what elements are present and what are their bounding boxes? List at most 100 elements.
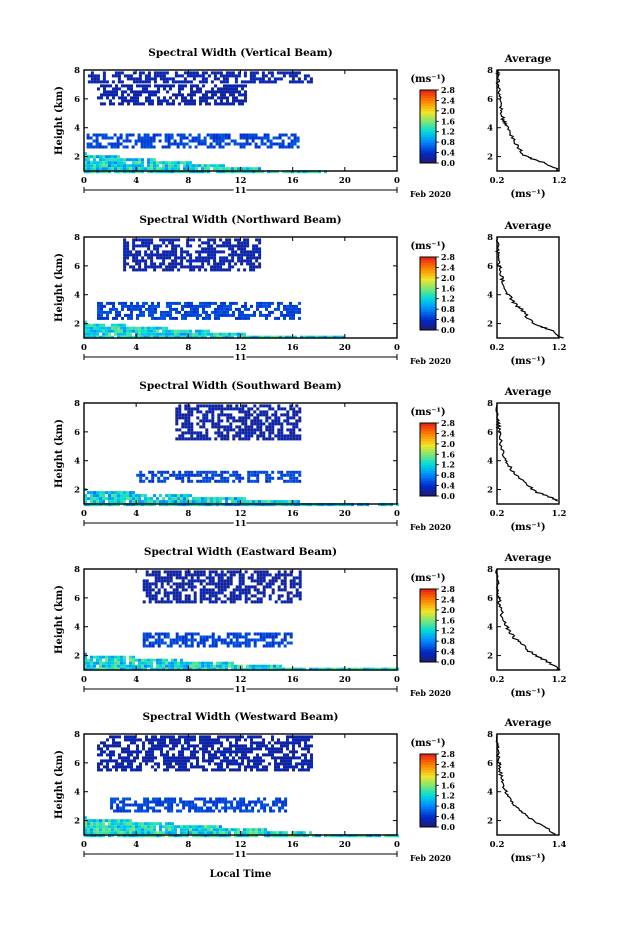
heatmap-cell: [117, 326, 120, 330]
heatmap-cell: [116, 139, 120, 143]
heatmap-cell: [220, 762, 223, 766]
heatmap-cell: [271, 750, 274, 754]
heatmap-cell: [256, 753, 259, 757]
heatmap-cell: [229, 90, 232, 94]
heatmap-cell: [210, 71, 214, 75]
heatmap-cell: [214, 591, 218, 595]
heatmap-cell: [210, 661, 213, 665]
heatmap-cell: [226, 585, 230, 589]
heatmap-cell: [181, 635, 185, 639]
heatmap-cell: [229, 632, 233, 636]
heatmap-cell: [175, 762, 178, 766]
colorbar-tick-label: 2.8: [441, 584, 455, 594]
heatmap-cell: [234, 500, 237, 504]
heatmap-cell: [255, 167, 258, 171]
heatmap-cell: [259, 470, 263, 474]
heatmap-cell: [271, 437, 275, 441]
heatmap-cell: [102, 167, 105, 171]
heatmap-cell: [111, 155, 114, 159]
heatmap-cell: [110, 800, 114, 804]
heatmap-cell: [249, 664, 252, 668]
heatmap-cell: [250, 313, 253, 317]
heatmap-cell: [247, 316, 250, 320]
heatmap-cell: [123, 164, 126, 168]
heatmap-cell: [114, 161, 117, 165]
heatmap-cell: [190, 473, 194, 477]
heatmap-cell: [189, 244, 193, 248]
colorbar: 0.00.40.81.21.62.02.42.8: [419, 749, 455, 832]
heatmap-cell: [96, 831, 99, 835]
heatmap-cell: [181, 735, 184, 739]
heatmap-cell: [187, 102, 190, 106]
heatmap-cell: [220, 310, 223, 314]
heatmap-cell: [218, 809, 222, 813]
heatmap-cell: [165, 256, 169, 260]
heatmap-cell: [304, 756, 307, 760]
heatmap-cell: [238, 310, 241, 314]
heatmap-cell: [193, 765, 196, 769]
heatmap-cell: [84, 500, 87, 504]
heatmap-cell: [213, 238, 217, 242]
heatmap-cell: [147, 167, 150, 171]
heatmap-cell: [87, 332, 90, 336]
heatmap-cell: [165, 77, 169, 81]
heatmap-cell: [172, 597, 176, 601]
heatmap-cell: [100, 313, 103, 317]
average-y-tick-label: 2: [487, 153, 493, 163]
heatmap-cell: [214, 473, 218, 477]
heatmap-cell: [271, 632, 275, 636]
heatmap-cell: [282, 667, 285, 671]
heatmap-cell: [239, 133, 243, 137]
heatmap-cell: [159, 74, 163, 78]
heatmap-cell: [257, 145, 261, 149]
heatmap-cell: [160, 741, 163, 745]
heatmap-cell: [245, 803, 249, 807]
heatmap-cell: [280, 431, 284, 435]
heatmap-cell: [193, 570, 197, 574]
heatmap-cell: [138, 161, 141, 165]
heatmap-cell: [269, 145, 273, 149]
heatmap-cell: [260, 139, 264, 143]
heatmap-cell: [159, 494, 162, 498]
heatmap-cell: [148, 591, 152, 595]
heatmap-cell: [93, 158, 96, 162]
heatmap-cell: [84, 828, 87, 832]
heatmap-cell: [130, 301, 133, 305]
heatmap-cell: [210, 244, 214, 248]
heatmap-cell: [198, 332, 201, 336]
heatmap-cell: [235, 84, 238, 88]
heatmap-cell: [202, 750, 205, 754]
heatmap-cell: [286, 470, 290, 474]
heatmap-cell: [120, 80, 124, 84]
heatmap-cell: [253, 410, 257, 414]
heatmap-cell: [198, 256, 202, 260]
heatmap-cell: [154, 756, 157, 760]
heatmap-cell: [250, 750, 253, 754]
heatmap-cell: [278, 800, 282, 804]
heatmap-cell: [232, 419, 236, 423]
heatmap-cell: [101, 136, 105, 140]
heatmap-cell: [183, 834, 186, 838]
heatmap-cell: [216, 167, 219, 171]
heatmap-cell: [226, 644, 230, 648]
heatmap-cell: [156, 822, 159, 826]
heatmap-cell: [201, 80, 205, 84]
colorbar-segment: [420, 270, 436, 274]
heatmap-cell: [157, 591, 161, 595]
heatmap-cell: [235, 747, 238, 751]
heatmap-cell: [154, 600, 158, 604]
heatmap-cell: [190, 588, 194, 592]
heatmap-cell: [114, 828, 117, 832]
heatmap-cell: [152, 136, 156, 140]
heatmap-cell: [196, 756, 199, 760]
heatmap-cell: [157, 470, 161, 474]
heatmap-cell: [184, 582, 188, 586]
heatmap-cell: [90, 326, 93, 330]
heatmap-cell: [184, 301, 187, 305]
heatmap-cell: [186, 161, 189, 165]
heatmap-cell: [199, 479, 203, 483]
heatmap-cell: [86, 142, 90, 146]
heatmap-cell: [141, 494, 144, 498]
heatmap-cell: [269, 806, 273, 810]
